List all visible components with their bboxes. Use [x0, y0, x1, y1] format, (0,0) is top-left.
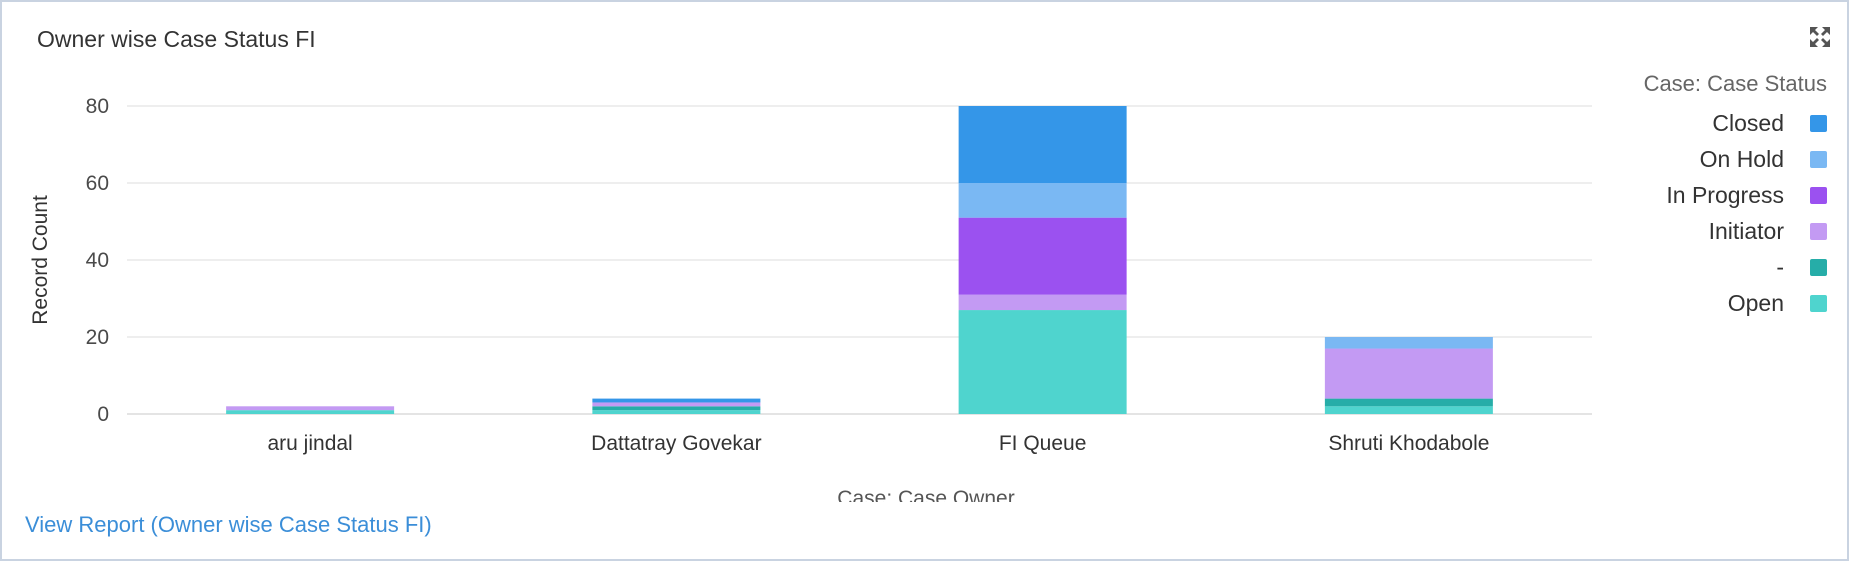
- x-tick-label: Dattatray Govekar: [591, 432, 761, 455]
- x-axis-label: Case: Case Owner: [837, 487, 1014, 502]
- legend-swatch: [1810, 151, 1827, 168]
- bar-segment: [592, 398, 761, 403]
- bar-segment: [958, 217, 1127, 295]
- legend-item-label: Open: [1728, 290, 1784, 316]
- legend-item-label: -: [1776, 254, 1784, 280]
- view-report-link[interactable]: View Report (Owner wise Case Status FI): [25, 512, 432, 537]
- x-tick-label: Shruti Khodabole: [1328, 432, 1489, 455]
- bar-segment: [958, 183, 1127, 218]
- bar-segment: [1324, 406, 1493, 414]
- bar-segment: [1324, 398, 1493, 407]
- legend-item-label: On Hold: [1700, 146, 1784, 172]
- legend-swatch: [1810, 187, 1827, 204]
- y-tick-label: 0: [97, 403, 109, 426]
- bar-segment: [958, 106, 1127, 183]
- chart-title: Owner wise Case Status FI: [37, 26, 316, 52]
- legend-title: Case: Case Status: [1644, 71, 1827, 96]
- y-tick-label: 60: [86, 172, 109, 195]
- legend-swatch: [1810, 223, 1827, 240]
- legend-item-label: Initiator: [1709, 218, 1785, 244]
- bar-segment: [958, 310, 1127, 414]
- legend-item-label: Closed: [1712, 110, 1784, 136]
- bar-segment: [958, 294, 1127, 311]
- expand-icon[interactable]: [1809, 26, 1831, 48]
- y-tick-label: 20: [86, 326, 109, 349]
- bar-segment: [592, 402, 761, 407]
- bar-segment: [592, 410, 761, 414]
- bar-segment: [1324, 348, 1493, 399]
- legend-swatch: [1810, 295, 1827, 312]
- y-tick-label: 40: [86, 249, 109, 272]
- bar-segment: [1324, 337, 1493, 349]
- x-tick-label: FI Queue: [999, 432, 1087, 455]
- legend-swatch: [1810, 115, 1827, 132]
- bar-segment: [226, 410, 395, 414]
- x-tick-label: aru jindal: [268, 432, 353, 455]
- y-tick-label: 80: [86, 95, 109, 118]
- legend-swatch: [1810, 259, 1827, 276]
- legend-item-label: In Progress: [1666, 182, 1784, 208]
- bar-segment: [592, 406, 761, 411]
- y-axis-label: Record Count: [29, 195, 52, 325]
- bar-segment: [226, 406, 395, 411]
- stacked-bar-chart: 0 20 40 60 80 Record Count Case: Case Owner aru…: [29, 71, 1827, 502]
